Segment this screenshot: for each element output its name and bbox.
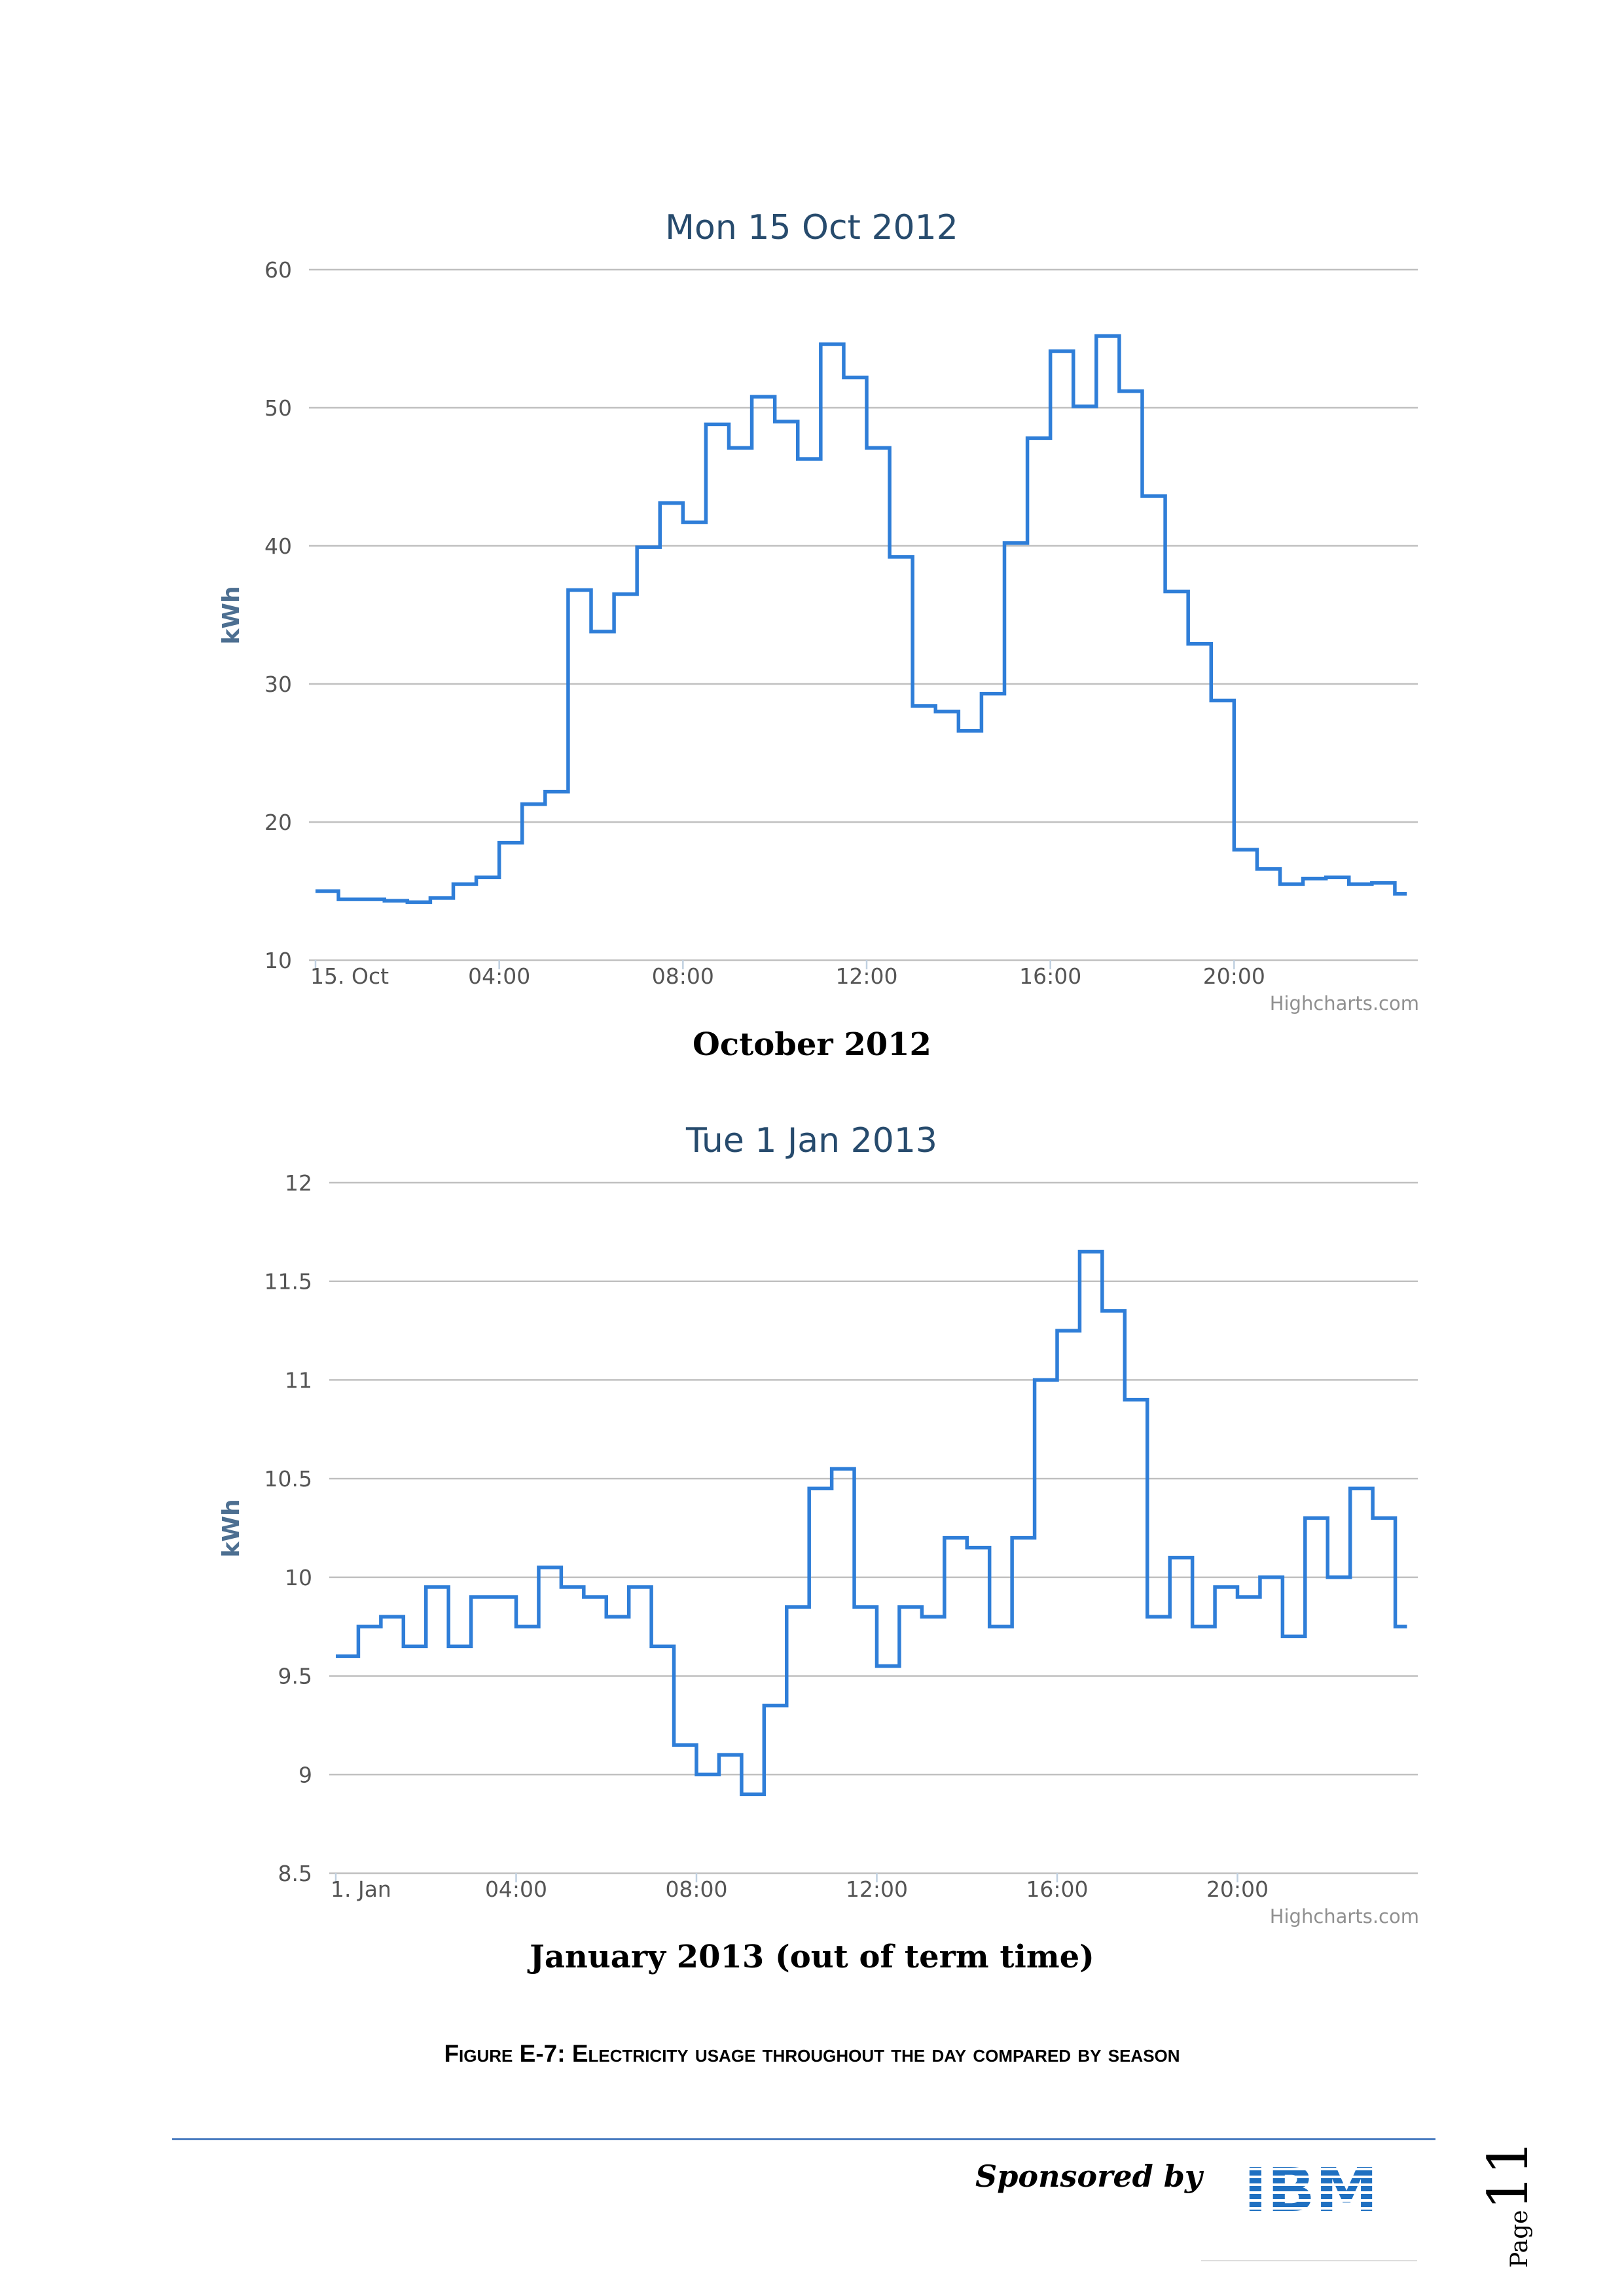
- credit-label: Highcharts.com: [1270, 992, 1419, 1014]
- x-tick-label: 12:00: [846, 1876, 908, 1902]
- y-tick-label: 8.5: [278, 1861, 312, 1886]
- y-tick-label: 10.5: [264, 1466, 312, 1492]
- y-tick-label: 9.5: [278, 1664, 312, 1689]
- ibm-logo: IBM: [1244, 2160, 1388, 2219]
- x-tick-label: 1. Jan: [331, 1876, 391, 1902]
- y-tick-label: 10: [285, 1565, 312, 1590]
- x-tick-label: 08:00: [652, 963, 714, 989]
- chart-october-2012: Mon 15 Oct 2012 kWh 10 20 30 40 50 60 15. Oct 0…: [218, 208, 1419, 1014]
- page-number: 11: [1476, 2140, 1540, 2210]
- chart-january-2013: Tue 1 Jan 2013 kWh 8.5 9 9.5 10 10.5 11 11.5 12…: [218, 1121, 1419, 1928]
- x-tick-label: 16:00: [1019, 963, 1081, 989]
- sponsored-by-text: Sponsored by: [975, 2159, 1202, 2194]
- chart-caption-october: October 2012: [693, 1026, 931, 1063]
- x-tick-label: 08:00: [665, 1876, 727, 1902]
- y-tick-label: 11.5: [264, 1269, 312, 1295]
- y-tick-label: 30: [264, 672, 292, 697]
- y-tick-label: 11: [285, 1367, 312, 1393]
- series-group: [336, 1249, 1407, 1797]
- x-tick-label: 04:00: [485, 1876, 547, 1902]
- x-tick-label: 12:00: [835, 963, 897, 989]
- figure-caption: Figure E-7: Electricity usage throughout…: [444, 2040, 1180, 2067]
- x-tick-label: 20:00: [1206, 1876, 1269, 1902]
- series-group: [316, 334, 1407, 905]
- y-tick-label: 9: [298, 1762, 312, 1787]
- series-line: [336, 1249, 1407, 1797]
- x-tick-label: 15. Oct: [310, 963, 389, 989]
- y-tick-label: 10: [264, 948, 292, 973]
- y-tick-label: 20: [264, 810, 292, 835]
- y-tick-label: 12: [285, 1170, 312, 1196]
- chart-title: Tue 1 Jan 2013: [685, 1121, 937, 1160]
- x-tick-label: 20:00: [1203, 963, 1265, 989]
- logo-underline: [1201, 2260, 1417, 2261]
- grid-and-ticks: 10 20 30 40 50 60 15. Oct 04:00 08:00 12:00 16:00 2…: [264, 257, 1418, 989]
- y-axis-label: kWh: [218, 586, 245, 644]
- y-tick-label: 50: [264, 395, 292, 421]
- grid-and-ticks: 8.5 9 9.5 10 10.5 11 11.5 12 1. Jan 04:00 08:00 12:…: [264, 1170, 1418, 1902]
- chart-title: Mon 15 Oct 2012: [665, 208, 958, 247]
- credit-label: Highcharts.com: [1270, 1905, 1419, 1928]
- page-word: Page: [1506, 2210, 1533, 2268]
- x-tick-label: 04:00: [468, 963, 530, 989]
- chart-caption-january: January 2013 (out of term time): [530, 1939, 1094, 1975]
- series-line: [316, 334, 1407, 905]
- y-tick-label: 40: [264, 533, 292, 559]
- x-tick-label: 16:00: [1026, 1876, 1088, 1902]
- page-number-marker: Page11: [1476, 2137, 1561, 2268]
- footer-divider: [172, 2138, 1435, 2140]
- y-tick-label: 60: [264, 257, 292, 283]
- y-axis-label: kWh: [218, 1499, 245, 1557]
